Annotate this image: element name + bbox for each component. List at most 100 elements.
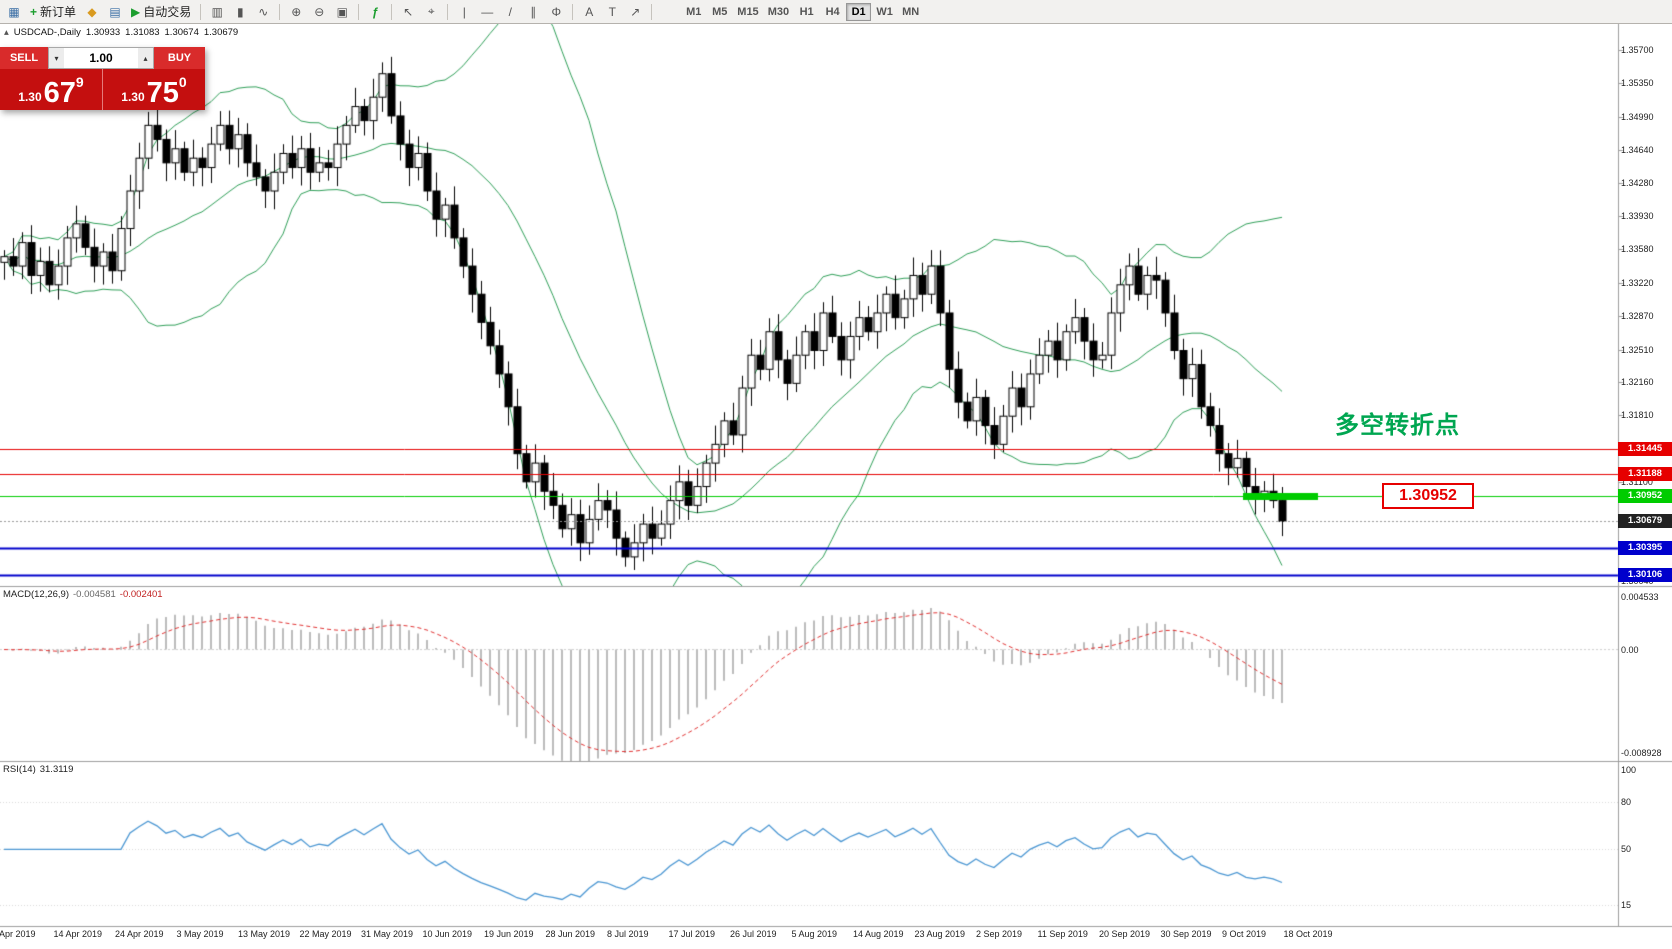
text-label-button[interactable]: T (601, 2, 623, 22)
price-axis-tick: 1.31810 (1621, 410, 1654, 421)
macd-name: MACD(12,26,9) (3, 589, 69, 600)
buy-price-prefix: 1.30 (121, 90, 145, 104)
fibonacci-button[interactable]: Φ (545, 2, 567, 22)
zoom-in-button[interactable]: ⊕ (285, 2, 307, 22)
chart-line-icon: ∿ (258, 4, 269, 19)
sell-price-prefix: 1.30 (18, 90, 42, 104)
arrows-icon: ↗ (630, 4, 641, 19)
toolbar-separator (358, 3, 360, 20)
date-axis-label: 10 Jun 2019 (422, 929, 473, 939)
sell-price-sup: 9 (75, 74, 84, 90)
date-axis-label: 23 Aug 2019 (914, 929, 966, 939)
date-axis-label: 22 May 2019 (299, 929, 352, 939)
turning-point-annotation[interactable]: 多空转折点 (1335, 412, 1460, 439)
new-order-label: 新订单 (40, 5, 77, 19)
price-axis-tick: 1.35700 (1621, 45, 1654, 56)
timeframe-mn-button[interactable]: MN (898, 3, 923, 21)
date-axis-label: 28 Jun 2019 (545, 929, 596, 939)
rsi-axis-tick: 80 (1621, 796, 1632, 807)
timeframe-m30-button[interactable]: M30 (764, 3, 793, 21)
chart-bars-button[interactable]: ▥ (206, 2, 228, 22)
zoom-in-icon: ⊕ (291, 4, 302, 19)
timeframe-h4-button[interactable]: H4 (820, 3, 845, 21)
vertical-line-button[interactable]: | (453, 2, 475, 22)
volume-stepper: ▾ 1.00 ▴ (48, 47, 154, 69)
price-axis-tick: 1.33930 (1621, 211, 1654, 222)
rsi-indicator-label: RSI(14) 31.3119 (3, 764, 77, 775)
text-button[interactable]: A (578, 2, 600, 22)
volume-increase-button[interactable]: ▴ (138, 48, 153, 68)
new-order-button[interactable]: + 新订单 (26, 2, 80, 22)
timeframe-w1-button[interactable]: W1 (872, 3, 897, 21)
price-axis-tick: 1.34640 (1621, 144, 1654, 155)
text-icon: A (585, 4, 594, 19)
buy-price[interactable]: 1.30 75 0 (103, 69, 205, 110)
buy-button[interactable]: BUY (154, 47, 205, 69)
price-axis-tick: 1.32870 (1621, 310, 1654, 321)
horizontal-line-icon: — (481, 4, 494, 19)
ohlc-close: 1.30679 (203, 27, 239, 38)
price-level-tag: 1.30106 (1618, 568, 1672, 583)
timeframe-m5-button[interactable]: M5 (707, 3, 732, 21)
timeframe-m15-button[interactable]: M15 (733, 3, 762, 21)
date-axis-label: 2 Sep 2019 (976, 929, 1023, 939)
autotrading-button[interactable]: ▶ 自动交易 (127, 2, 195, 22)
charts-list-button[interactable]: ▤ (104, 2, 126, 22)
timeframe-group: M1 M5 M15 M30 H1 H4 D1 W1 MN (681, 2, 923, 21)
profiles-button[interactable]: ◆ (81, 2, 103, 22)
horizontal-line-button[interactable]: — (476, 2, 498, 22)
chart-candles-button[interactable]: ▮ (229, 2, 251, 22)
tile-windows-icon: ▣ (336, 4, 348, 19)
date-axis-label: 17 Jul 2019 (668, 929, 716, 939)
rsi-axis-tick: 100 (1621, 764, 1637, 775)
price-axis-tick: 1.33580 (1621, 244, 1654, 255)
date-axis-label: 9 Oct 2019 (1222, 929, 1267, 939)
indicators-button[interactable]: ƒ (364, 2, 386, 22)
macd-indicator-label: MACD(12,26,9) -0.004581 -0.002401 (3, 589, 167, 600)
arrows-button[interactable]: ↗ (624, 2, 646, 22)
price-axis-tick: 1.32160 (1621, 377, 1654, 388)
chart-line-button[interactable]: ∿ (252, 2, 274, 22)
toolbar-separator (447, 3, 449, 20)
price-level-tag: 1.31445 (1618, 442, 1672, 457)
tile-windows-button[interactable]: ▣ (331, 2, 353, 22)
chart-candles-icon: ▮ (236, 4, 244, 19)
buy-price-big: 75 (146, 77, 179, 109)
crosshair-icon: ⌖ (427, 4, 435, 18)
timeframe-d1-button[interactable]: D1 (846, 2, 872, 21)
buy-price-sup: 0 (178, 74, 187, 90)
timeframe-h1-button[interactable]: H1 (794, 3, 819, 21)
date-axis-label: 11 Sep 2019 (1037, 929, 1088, 939)
price-level-tag: 1.31188 (1618, 466, 1672, 481)
price-level-tag: 1.30395 (1618, 541, 1672, 555)
vertical-line-icon: | (462, 4, 466, 19)
channel-button[interactable]: ∥ (522, 2, 544, 22)
zoom-out-button[interactable]: ⊖ (308, 2, 330, 22)
sell-price[interactable]: 1.30 67 9 (0, 69, 102, 110)
toolbar-separator (279, 3, 281, 20)
profiles-icon: ◆ (87, 4, 97, 19)
date-axis-label: 26 Jul 2019 (730, 929, 777, 939)
crosshair-button[interactable]: ⌖ (420, 2, 442, 22)
trendline-button[interactable]: / (499, 2, 521, 22)
date-axis-label: 18 Oct 2019 (1283, 929, 1333, 939)
trade-panel-controls: SELL ▾ 1.00 ▴ BUY (0, 47, 205, 69)
price-callout-label[interactable]: 1.30952 (1382, 483, 1474, 509)
ohlc-high: 1.31083 (125, 27, 160, 38)
trade-panel-prices: 1.30 67 9 1.30 75 0 (0, 69, 205, 110)
sell-button[interactable]: SELL (0, 47, 48, 69)
new-chart-button[interactable]: ▦ (3, 2, 25, 22)
symbol-info: ▴ USDCAD-,Daily 1.30933 1.31083 1.30674 1.306… (4, 27, 243, 38)
toolbar-separator (200, 3, 202, 20)
date-axis-label: 14 Apr 2019 (53, 929, 103, 939)
cursor-icon: ↖ (403, 4, 414, 19)
price-axis-tick: 1.32510 (1621, 344, 1654, 355)
volume-input[interactable]: 1.00 (89, 51, 113, 65)
date-axis-label: 3 May 2019 (176, 929, 224, 939)
rsi-value: 31.3119 (39, 764, 74, 775)
timeframe-m1-button[interactable]: M1 (681, 3, 706, 21)
cursor-button[interactable]: ↖ (397, 2, 419, 22)
volume-decrease-button[interactable]: ▾ (49, 48, 64, 68)
